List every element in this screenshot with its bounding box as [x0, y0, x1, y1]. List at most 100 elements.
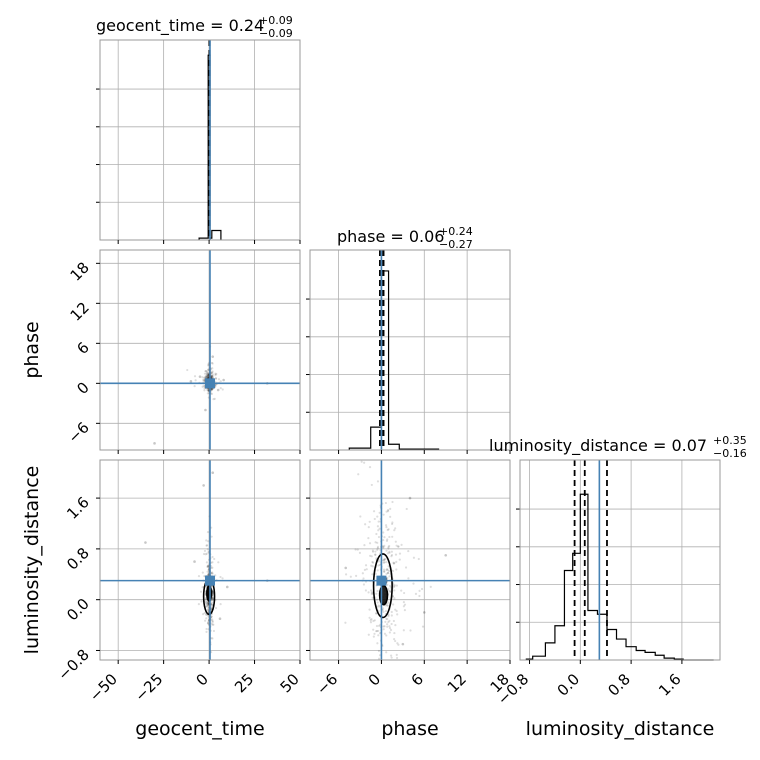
- sample-point: [369, 589, 373, 592]
- sample-point: [403, 609, 407, 612]
- sample-point: [382, 538, 385, 542]
- injection-marker: [205, 378, 215, 389]
- title-luminosity-distance: luminosity_distance = 0.07: [489, 436, 707, 456]
- sample-point: [383, 625, 386, 628]
- sample-point: [387, 589, 390, 592]
- sample-point: [387, 545, 390, 549]
- sample-point: [210, 388, 213, 391]
- sample-point: [382, 628, 385, 631]
- sample-point: [389, 515, 392, 518]
- sample-point: [383, 561, 386, 564]
- sample-point: [376, 589, 379, 593]
- sample-point: [394, 639, 397, 643]
- sample-point: [375, 624, 379, 628]
- sample-point: [207, 622, 210, 625]
- sample-point: [390, 610, 393, 614]
- sample-point: [387, 547, 390, 550]
- sample-point: [215, 372, 218, 376]
- sample-point: [358, 551, 362, 554]
- sample-point: [360, 460, 363, 463]
- sample-point: [206, 601, 210, 604]
- sample-point: [412, 556, 416, 559]
- sample-point: [214, 384, 217, 387]
- sample-point: [203, 376, 206, 379]
- sample-point: [206, 375, 210, 378]
- sample-point: [429, 585, 432, 588]
- sample-point: [210, 375, 213, 378]
- sample-point: [386, 568, 389, 572]
- sample-point: [219, 386, 222, 390]
- sample-point: [206, 375, 209, 378]
- sample-point: [377, 629, 380, 633]
- sample-point: [204, 553, 207, 556]
- sample-point: [374, 612, 378, 615]
- sample-point: [385, 568, 388, 572]
- sample-point: [407, 577, 410, 580]
- sample-point: [205, 539, 208, 542]
- sample-point: [216, 388, 220, 392]
- sample-point: [387, 615, 390, 618]
- sample-point: [383, 570, 386, 573]
- sample-point: [396, 642, 399, 645]
- sample-point: [204, 375, 207, 378]
- sample-point: [206, 602, 209, 605]
- panel-background: [520, 460, 720, 660]
- title-phase: phase = 0.06: [337, 227, 444, 246]
- sample-point: [382, 559, 386, 562]
- sample-point: [368, 520, 371, 523]
- sample-point: [205, 370, 209, 373]
- sample-point: [407, 549, 410, 553]
- sample-point: [402, 605, 405, 608]
- sample-point: [421, 625, 425, 628]
- sample-point: [193, 385, 196, 388]
- sample-point: [207, 602, 210, 605]
- sample-point: [206, 392, 209, 395]
- sample-point: [210, 615, 213, 618]
- x-tick-label: 0.0: [554, 670, 584, 700]
- sample-point: [144, 541, 147, 544]
- title-phase-plus: +0.24: [439, 225, 473, 238]
- title-geocent-time: geocent_time = 0.24: [96, 16, 264, 36]
- sample-point: [381, 607, 385, 610]
- sample-point: [204, 598, 208, 601]
- sample-point: [397, 545, 400, 548]
- sample-point: [211, 571, 214, 574]
- ylabel-phase: phase: [21, 321, 43, 378]
- sample-point: [388, 550, 391, 553]
- sample-point: [385, 651, 388, 654]
- sample-point: [202, 378, 205, 381]
- sample-point: [201, 613, 205, 616]
- sample-point: [382, 568, 386, 571]
- sample-point: [375, 592, 378, 595]
- sample-point: [395, 584, 398, 587]
- sample-point: [391, 522, 394, 526]
- sample-point: [391, 569, 395, 573]
- sample-point: [211, 367, 214, 370]
- sample-point: [203, 389, 206, 392]
- sample-point: [205, 627, 208, 631]
- sample-point: [217, 561, 220, 564]
- sample-point: [383, 544, 386, 547]
- sample-point: [203, 378, 206, 381]
- sample-point: [207, 364, 210, 367]
- sample-point: [210, 370, 213, 374]
- sample-point: [393, 589, 396, 592]
- sample-point: [376, 541, 379, 544]
- sample-point: [394, 608, 397, 611]
- sample-point: [207, 621, 210, 624]
- sample-point: [210, 605, 213, 609]
- sample-point: [384, 558, 387, 561]
- sample-point: [211, 620, 214, 623]
- sample-point: [219, 380, 222, 383]
- sample-point: [363, 544, 366, 547]
- sample-point: [372, 628, 375, 631]
- sample-point: [377, 624, 381, 627]
- sample-point: [396, 613, 399, 616]
- sample-point: [390, 622, 393, 626]
- sample-point: [386, 618, 389, 621]
- sample-point: [394, 553, 398, 556]
- sample-point: [214, 377, 218, 380]
- sample-point: [374, 550, 377, 553]
- sample-point: [394, 527, 397, 530]
- sample-point: [395, 544, 398, 547]
